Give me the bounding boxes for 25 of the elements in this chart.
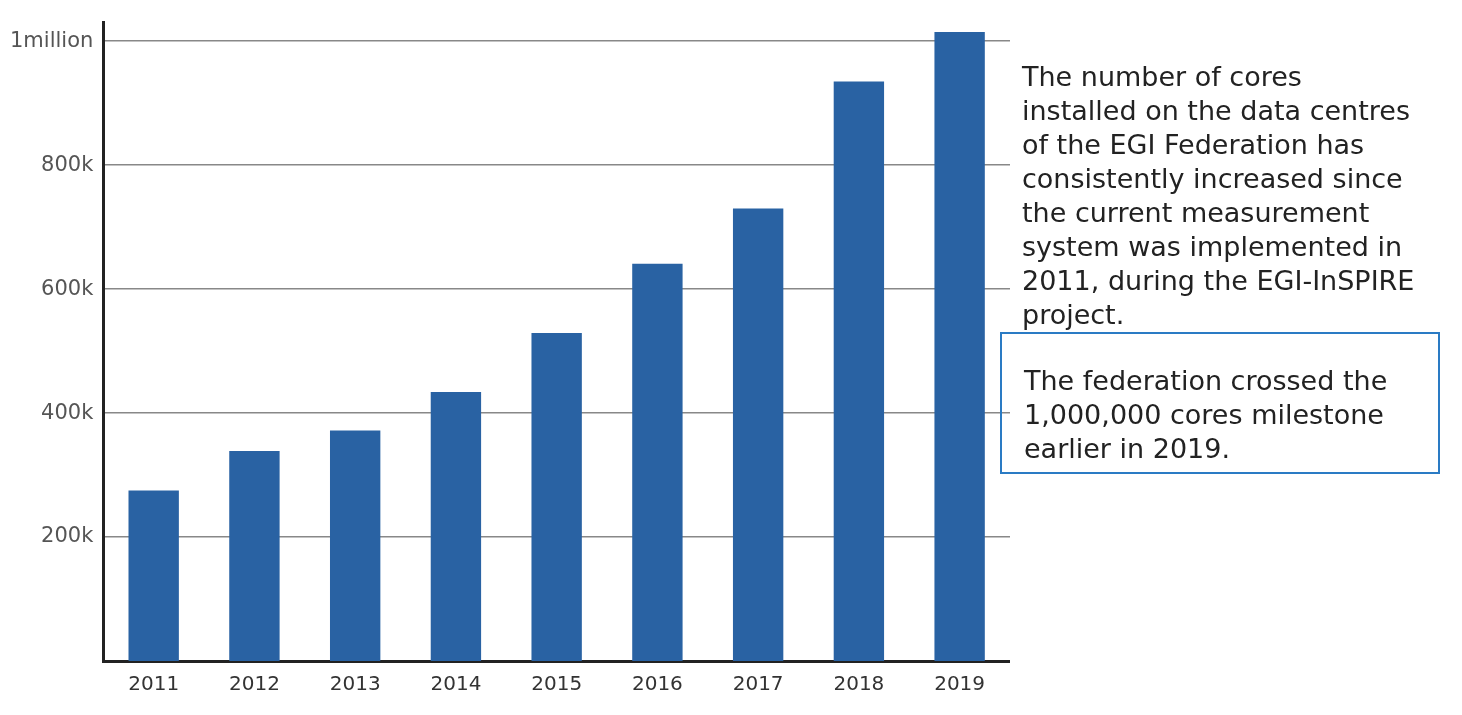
x-tick-label: 2017: [732, 671, 784, 696]
y-tick-label: 1million: [9, 27, 94, 52]
x-tick-label: 2014: [430, 671, 482, 696]
bar: [128, 490, 179, 661]
x-tick-label: 2015: [531, 671, 583, 696]
y-tick-label: 400k: [41, 399, 95, 424]
bar: [329, 430, 381, 661]
x-tick-label: 2016: [631, 671, 683, 696]
text: The federation crossed the 1,000,000 cores milestone earlier in 2019.: [1000, 332, 1440, 474]
x-tick-label: 2013: [329, 671, 381, 696]
bar: [632, 263, 683, 661]
y-tick-label: 200k: [41, 523, 95, 548]
y-tick-label: 800k: [41, 151, 95, 176]
bar: [229, 450, 280, 661]
x-tick-label: 2012: [228, 671, 280, 696]
bar: [934, 31, 985, 661]
bar: [430, 392, 482, 661]
bar: [732, 208, 784, 661]
x-tick-label: 2011: [128, 671, 180, 696]
y-tick-label: 600k: [41, 275, 95, 300]
x-tick-label: 2019: [934, 671, 986, 696]
bar: [531, 333, 582, 661]
bar: [833, 81, 885, 661]
text: The number of cores installed on the data centres of the EGI Federation has consistently increased since the current measurement system was implemented in 2011, during the EGI-InSPIRE project.: [1021, 60, 1416, 332]
x-tick-label: 2018: [833, 671, 885, 696]
